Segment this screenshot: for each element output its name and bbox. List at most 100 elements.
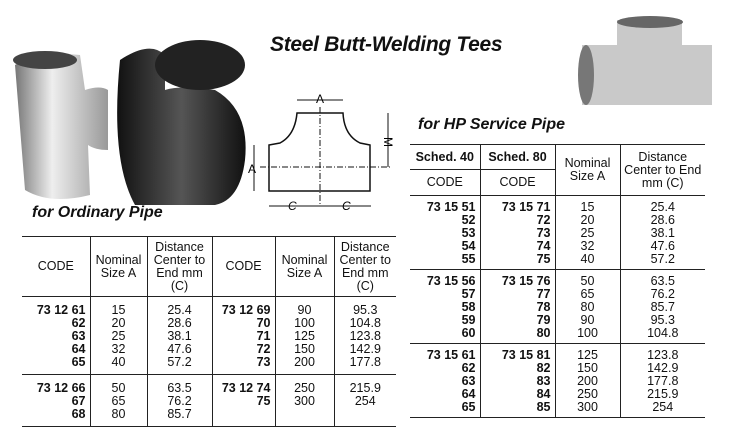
table-row: 68 80 85.7: [22, 408, 396, 427]
value-cell: 28.6: [146, 317, 212, 330]
value-cell: 254: [333, 395, 396, 408]
value-cell: 200: [554, 375, 620, 388]
code-cell: [211, 408, 275, 427]
dim-a-top: A: [316, 92, 324, 106]
code-cell: 63: [461, 374, 476, 388]
table-row: 57 77 65 76.2: [410, 288, 705, 301]
dim-c-left: C: [288, 199, 297, 213]
header-code: CODE: [410, 169, 480, 196]
table-row: 64 32 47.6 72 150 142.9: [22, 343, 396, 356]
code-cell: 82: [479, 362, 555, 375]
code-cell: 75: [479, 253, 555, 270]
value-cell: 90: [554, 314, 620, 327]
value-cell: 50: [554, 269, 620, 288]
value-cell: 28.6: [619, 214, 705, 227]
value-cell: 142.9: [333, 343, 396, 356]
value-cell: 150: [554, 362, 620, 375]
code-cell: 60: [461, 326, 476, 340]
header-distance: Distance Center to End mm (C): [333, 236, 396, 297]
code-cell: 74: [479, 240, 555, 253]
value-cell: 15: [554, 195, 620, 214]
code-cell: 73 15 81: [479, 343, 555, 362]
value-cell: 215.9: [333, 374, 396, 395]
value-cell: 125: [554, 343, 620, 362]
value-cell: 300: [274, 395, 334, 408]
value-cell: 104.8: [619, 327, 705, 344]
value-cell: 57.2: [619, 253, 705, 270]
header-code: CODE: [479, 169, 555, 196]
code-cell: 67: [71, 394, 86, 408]
value-cell: 57.2: [146, 356, 212, 375]
value-cell: 100: [554, 327, 620, 344]
value-cell: 80: [554, 301, 620, 314]
code-cell: 78: [479, 301, 555, 314]
value-cell: 38.1: [146, 330, 212, 343]
value-cell: 200: [274, 356, 334, 375]
stainless-tee-photo: [13, 40, 246, 205]
value-cell: 150: [274, 343, 334, 356]
value-cell: 85.7: [146, 408, 212, 427]
code-cell: 73 12 74: [211, 374, 275, 395]
value-cell: 47.6: [146, 343, 212, 356]
table-row: 63 25 38.1 71 125 123.8: [22, 330, 396, 343]
value-cell: [333, 408, 396, 427]
code-cell: 73: [211, 356, 275, 375]
code-cell: 73 15 56: [410, 269, 480, 288]
code-cell: 54: [461, 239, 476, 253]
code-cell: 52: [461, 213, 476, 227]
value-cell: 95.3: [333, 296, 396, 317]
header-nominal-size: Nominal Size A: [554, 144, 620, 196]
code-cell: 73 15 71: [479, 195, 555, 214]
header-sched-80: Sched. 80: [479, 144, 555, 170]
header-nominal-size: Nominal Size A: [89, 236, 147, 297]
code-cell: 65: [461, 400, 476, 414]
value-cell: 177.8: [619, 375, 705, 388]
value-cell: 95.3: [619, 314, 705, 327]
code-cell: 57: [461, 287, 476, 301]
table-row: 58 78 80 85.7: [410, 301, 705, 314]
table-row: 73 15 61 73 15 81 125 123.8: [410, 343, 705, 362]
value-cell: 76.2: [619, 288, 705, 301]
table-row: 53 73 25 38.1: [410, 227, 705, 240]
value-cell: 85.7: [619, 301, 705, 314]
value-cell: 50: [89, 374, 147, 395]
value-cell: 100: [274, 317, 334, 330]
value-cell: 300: [554, 401, 620, 418]
dim-c-right: C: [342, 199, 351, 213]
value-cell: 25.4: [146, 296, 212, 317]
code-cell: 62: [461, 361, 476, 375]
value-cell: 123.8: [333, 330, 396, 343]
value-cell: 80: [89, 408, 147, 427]
value-cell: 142.9: [619, 362, 705, 375]
code-cell: 85: [479, 401, 555, 418]
value-cell: 65: [554, 288, 620, 301]
code-cell: 64: [71, 342, 86, 356]
table-row: 63 83 200 177.8: [410, 375, 705, 388]
value-cell: 32: [89, 343, 147, 356]
value-cell: 250: [274, 374, 334, 395]
code-cell: 83: [479, 375, 555, 388]
value-cell: 104.8: [333, 317, 396, 330]
table-row: 65 85 300 254: [410, 401, 705, 418]
table-row: 73 12 61 15 25.4 73 12 69 90 95.3: [22, 296, 396, 317]
header-distance: Distance Center to End mm (C): [146, 236, 212, 297]
table-row: 64 84 250 215.9: [410, 388, 705, 401]
value-cell: 40: [554, 253, 620, 270]
value-cell: [274, 408, 334, 427]
table-row: 60 80 100 104.8: [410, 327, 705, 344]
header-nominal-size: Nominal Size A: [274, 236, 334, 297]
table-row: 73 15 56 73 15 76 50 63.5: [410, 269, 705, 288]
value-cell: 125: [274, 330, 334, 343]
header-distance: Distance Center to End mm (C): [619, 144, 705, 196]
code-cell: 70: [211, 317, 275, 330]
code-cell: 68: [71, 407, 86, 421]
value-cell: 15: [89, 296, 147, 317]
table-row: 73 12 66 50 63.5 73 12 74 250 215.9: [22, 374, 396, 395]
code-cell: 79: [479, 314, 555, 327]
code-cell: 64: [461, 387, 476, 401]
value-cell: 25: [89, 330, 147, 343]
code-cell: 80: [479, 327, 555, 344]
header-sched-40: Sched. 40: [410, 144, 480, 170]
value-cell: 40: [89, 356, 147, 375]
value-cell: 32: [554, 240, 620, 253]
